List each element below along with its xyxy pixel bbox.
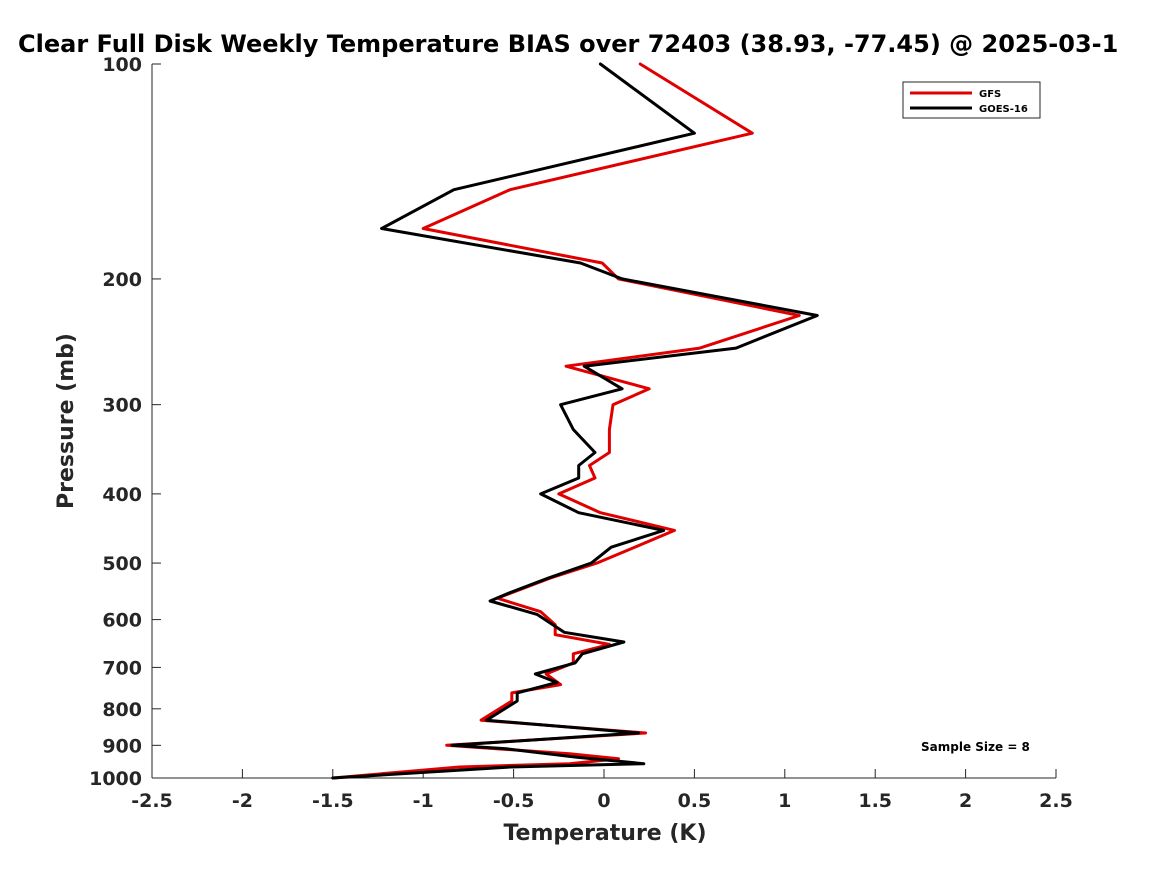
y-tick-label: 500 — [102, 553, 142, 575]
plot-area: -2.5 -2 -1.5 -1 -0.5 0 0.5 1 1.5 2 2.5 100 200 300 400… — [89, 54, 1073, 812]
x-tick-label: -2.5 — [131, 790, 173, 812]
x-tick-label: 2.5 — [1039, 790, 1073, 812]
y-axis-label: Pressure (mb) — [54, 333, 79, 509]
chart-title: Clear Full Disk Weekly Temperature BIAS … — [18, 30, 1118, 58]
x-tick-label: -0.5 — [493, 790, 535, 812]
series-line-gfs — [331, 62, 801, 780]
y-tick-label: 600 — [102, 610, 142, 632]
x-tick-label: 0.5 — [678, 790, 712, 812]
y-tick-label: 300 — [102, 395, 142, 417]
x-tick-label: -1 — [413, 790, 434, 812]
y-tick-label: 700 — [102, 657, 142, 679]
legend-label: GOES-16 — [979, 104, 1028, 115]
legend-label: GFS — [979, 89, 1001, 100]
y-tick-label: 800 — [102, 699, 142, 721]
x-tick-label: -1.5 — [312, 790, 354, 812]
legend: GFS GOES-16 — [902, 81, 1041, 119]
y-tick-label: 400 — [102, 484, 142, 506]
series-line-goes-16 — [331, 62, 819, 780]
y-tick-label: 1000 — [89, 768, 142, 790]
x-axis-label: Temperature (K) — [503, 821, 706, 846]
x-tick-label: 1.5 — [858, 790, 892, 812]
x-tick-label: 2 — [959, 790, 972, 812]
y-tick-label: 900 — [102, 735, 142, 757]
y-tick-label: 200 — [102, 269, 142, 291]
x-tick-label: -2 — [232, 790, 253, 812]
x-tick-label: 0 — [597, 790, 610, 812]
y-tick-label: 100 — [102, 54, 142, 76]
sample-size-annotation: Sample Size = 8 — [921, 740, 1030, 754]
legend-box — [902, 81, 1041, 119]
x-tick-label: 1 — [778, 790, 791, 812]
